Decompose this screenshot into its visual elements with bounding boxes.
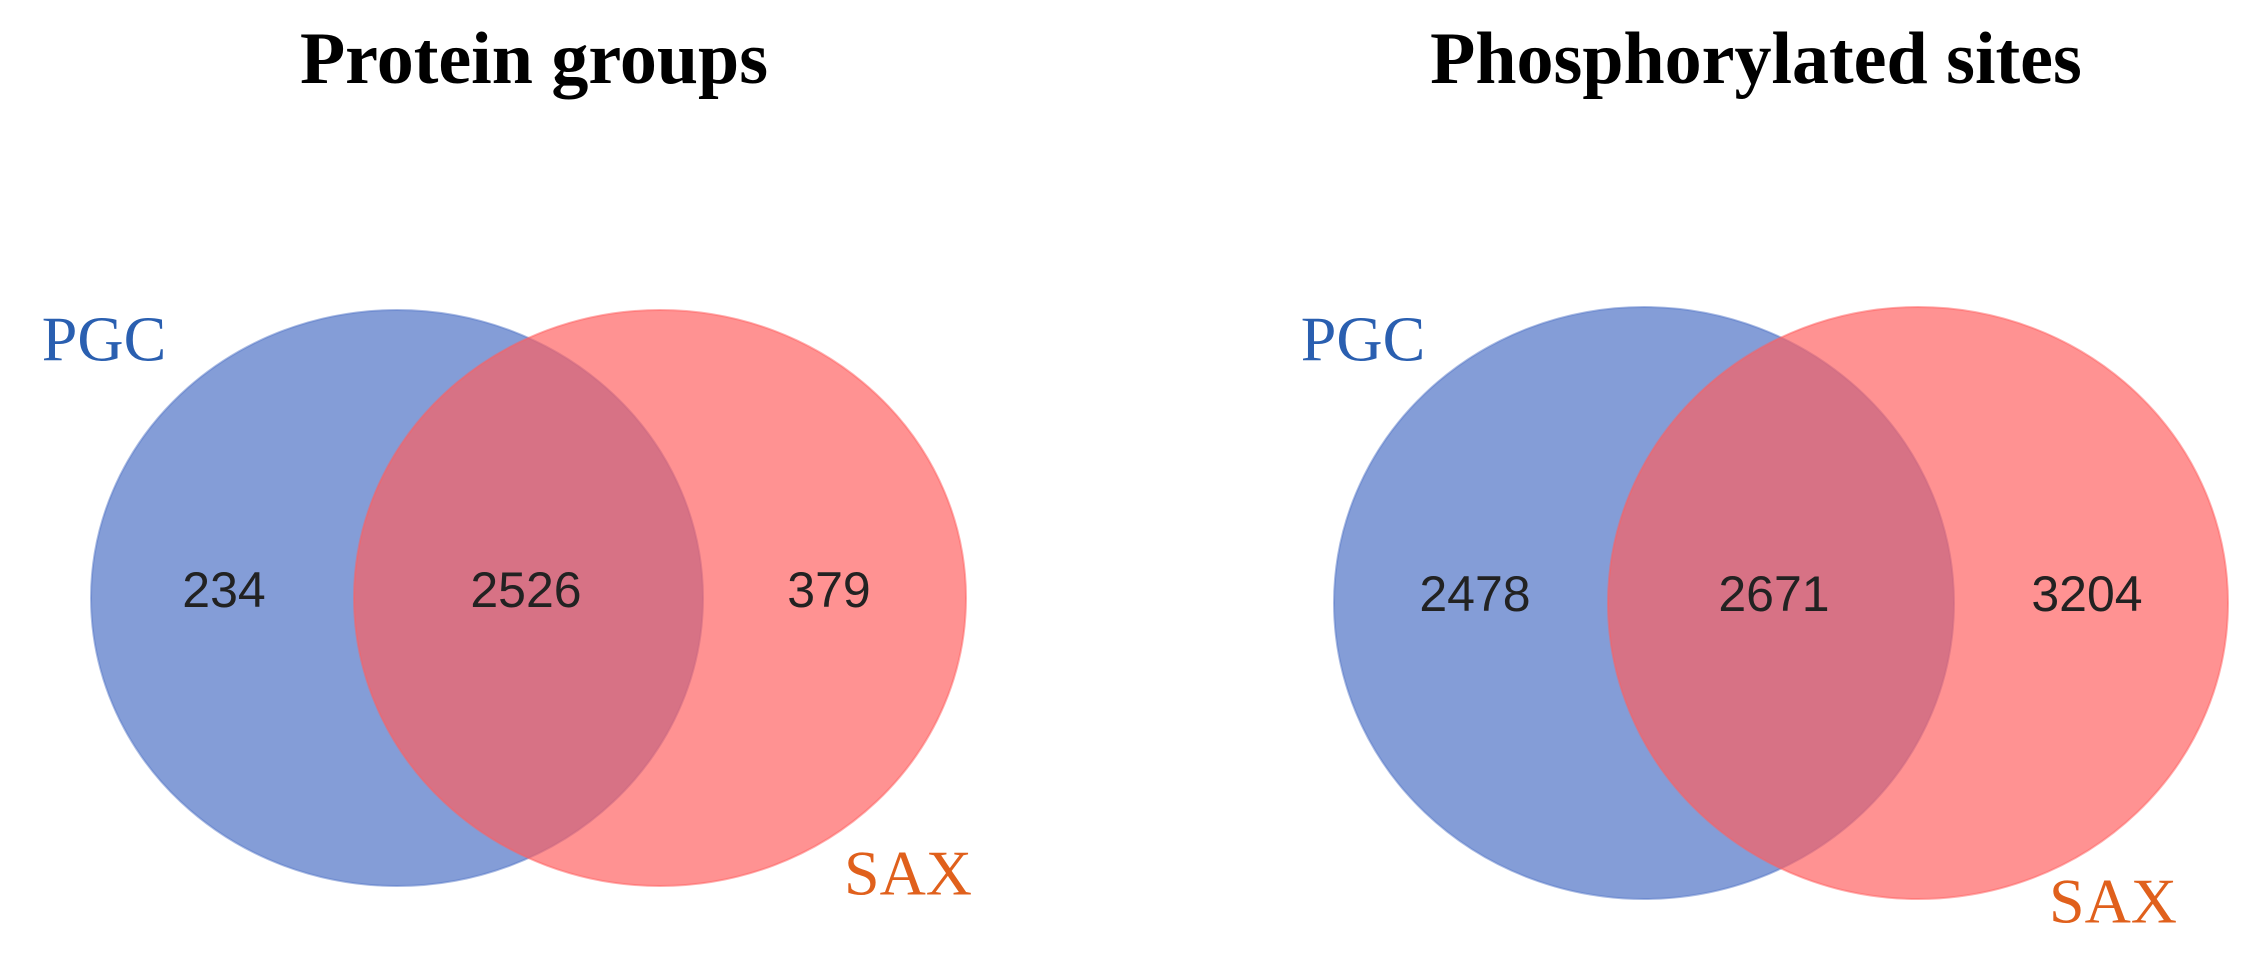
region-count: 234 (182, 562, 265, 618)
venn-panel: Protein groups PGC SAX 234 2526 379 (42, 18, 972, 909)
chart-title: Phosphorylated sites (1430, 18, 2082, 100)
set-label: SAX (844, 838, 972, 909)
region-count: 2478 (1419, 566, 1530, 622)
region-count: 2526 (470, 562, 581, 618)
chart-title: Protein groups (300, 18, 768, 100)
set-circle (1607, 306, 2229, 900)
set-label: PGC (1301, 304, 1426, 375)
region-count: 379 (787, 562, 870, 618)
set-label: SAX (2049, 866, 2177, 937)
set-circle (353, 309, 967, 887)
region-count: 2671 (1718, 566, 1829, 622)
set-label: PGC (42, 304, 167, 375)
region-count: 3204 (2031, 566, 2142, 622)
venn-panel: Phosphorylated sites PGC SAX 2478 2671 3204 (1301, 18, 2229, 937)
